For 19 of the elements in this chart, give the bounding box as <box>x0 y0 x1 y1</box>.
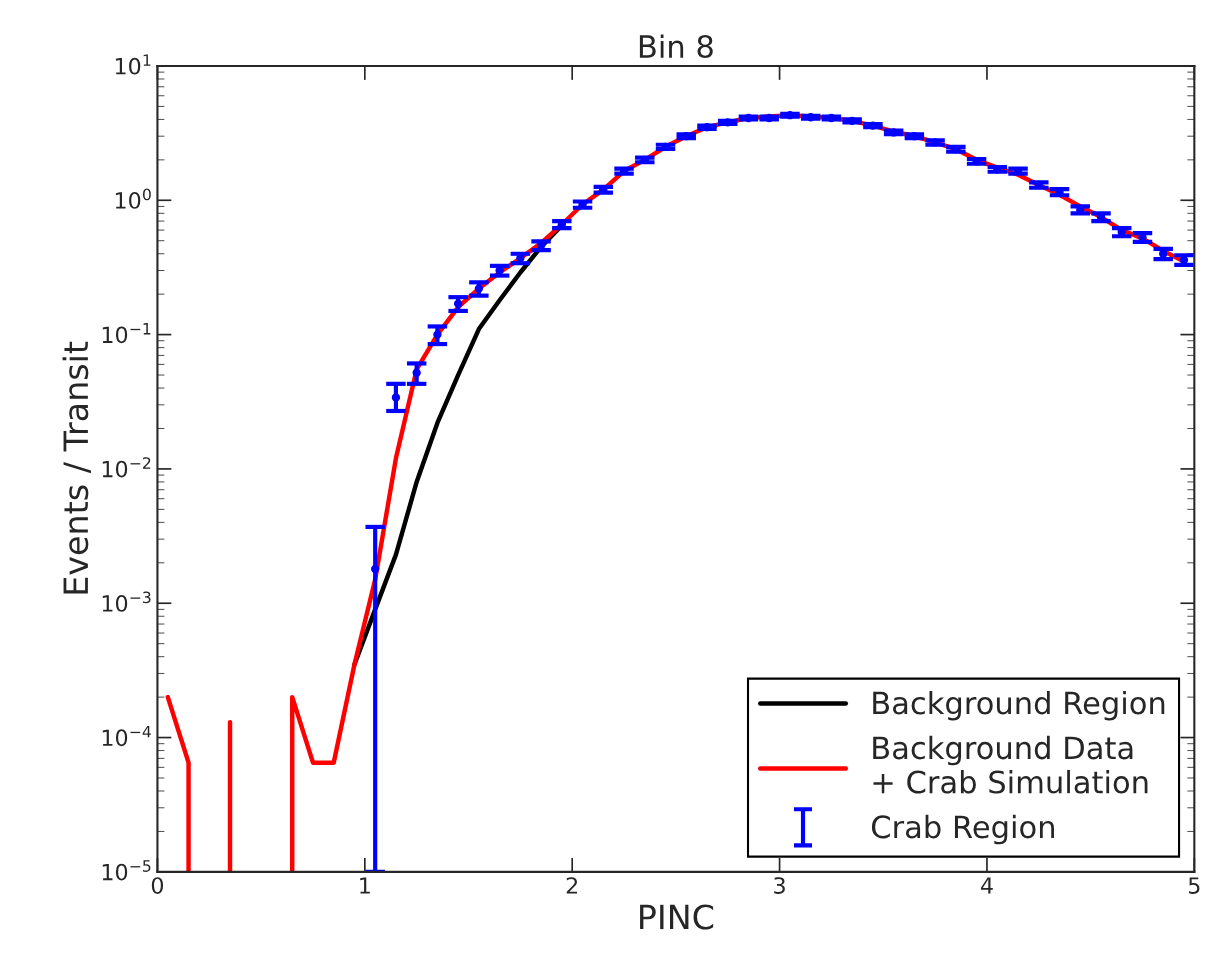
x-tick-label: 1 <box>360 877 370 894</box>
y-tick-label: 10$^{−5}$ <box>102 860 151 881</box>
y-tick-label: 10$^{−2}$ <box>102 457 151 478</box>
y-axis-title: Events / Transit <box>62 341 91 594</box>
x-tick-label: 2 <box>566 877 578 894</box>
y-tick-label: 10$^{−4}$ <box>102 726 151 747</box>
x-tick-label: 4 <box>980 877 993 894</box>
x-tick-label: 5 <box>1188 877 1200 894</box>
y-tick-label: 10$^{0}$ <box>115 188 151 209</box>
x-axis-title: PINC <box>640 904 714 930</box>
y-tick-label: 10$^{−3}$ <box>102 591 151 612</box>
y-tick-label: 10$^{1}$ <box>115 54 151 75</box>
chart-title: Bin 8 <box>639 34 713 59</box>
legend-label: Background Data + Crab Simulation <box>873 735 1148 794</box>
x-tick-label: 3 <box>774 877 785 894</box>
y-tick-label: 10$^{−1}$ <box>102 323 151 344</box>
legend-label: Crab Region <box>871 814 1054 845</box>
legend-label: Background Region <box>873 690 1165 721</box>
x-tick-label: 0 <box>151 877 164 894</box>
